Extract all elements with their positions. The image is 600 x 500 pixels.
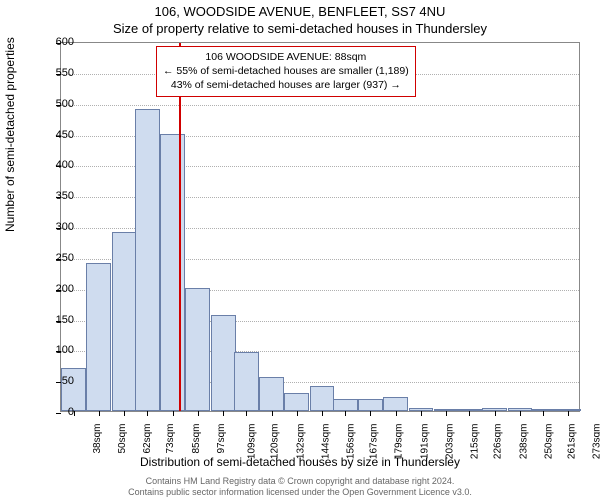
xtick-label: 85sqm	[191, 424, 202, 454]
xtick-label: 132sqm	[295, 424, 306, 460]
ytick-label: 0	[44, 406, 74, 418]
xtick-label: 238sqm	[518, 424, 529, 460]
xtick-label: 215sqm	[470, 424, 481, 460]
xtick-mark	[272, 411, 273, 416]
bar	[358, 399, 383, 411]
xtick-label: 226sqm	[493, 424, 504, 460]
xtick-mark	[370, 411, 371, 416]
footer-license: Contains public sector information licen…	[128, 487, 472, 497]
xtick-label: 250sqm	[544, 424, 555, 460]
ytick-label: 200	[44, 283, 74, 295]
xtick-mark	[223, 411, 224, 416]
marker-line	[179, 43, 181, 411]
plot-rect: 106 WOODSIDE AVENUE: 88sqm ← 55% of semi-…	[60, 42, 580, 412]
xtick-mark	[396, 411, 397, 416]
xtick-label: 261sqm	[567, 424, 578, 460]
bar	[86, 263, 111, 411]
xtick-label: 62sqm	[142, 424, 153, 454]
chart-container: 106, WOODSIDE AVENUE, BENFLEET, SS7 4NU …	[0, 0, 600, 500]
bar	[259, 377, 284, 411]
xtick-mark	[198, 411, 199, 416]
xtick-mark	[322, 411, 323, 416]
ytick-label: 50	[44, 375, 74, 387]
ytick-label: 400	[44, 159, 74, 171]
bar	[284, 393, 309, 412]
ytick-label: 100	[44, 344, 74, 356]
info-line1: 106 WOODSIDE AVENUE: 88sqm	[205, 51, 366, 63]
xtick-label: 203sqm	[445, 424, 456, 460]
xtick-mark	[543, 411, 544, 416]
xtick-mark	[345, 411, 346, 416]
xtick-mark	[246, 411, 247, 416]
bar	[234, 352, 259, 411]
xtick-label: 109sqm	[247, 424, 258, 460]
title-description: Size of property relative to semi-detach…	[113, 21, 487, 36]
ytick-label: 550	[44, 67, 74, 79]
bar	[185, 288, 210, 411]
ytick-label: 250	[44, 252, 74, 264]
ytick-label: 150	[44, 314, 74, 326]
gridline	[61, 105, 579, 106]
bar	[333, 399, 358, 411]
bar	[211, 315, 236, 411]
xtick-mark	[446, 411, 447, 416]
ytick-label: 300	[44, 221, 74, 233]
xtick-label: 179sqm	[394, 424, 405, 460]
xtick-label: 97sqm	[216, 424, 227, 454]
xtick-mark	[421, 411, 422, 416]
xtick-label: 144sqm	[320, 424, 331, 460]
xtick-label: 156sqm	[346, 424, 357, 460]
xtick-mark	[568, 411, 569, 416]
xtick-mark	[469, 411, 470, 416]
xtick-mark	[99, 411, 100, 416]
footer-copyright: Contains HM Land Registry data © Crown c…	[146, 476, 455, 486]
xtick-label: 273sqm	[592, 424, 600, 460]
xtick-label: 191sqm	[419, 424, 430, 460]
bar	[135, 109, 160, 411]
xtick-label: 38sqm	[92, 424, 103, 454]
info-line3: 43% of semi-detached houses are larger (…	[171, 79, 401, 91]
xtick-label: 120sqm	[270, 424, 281, 460]
y-axis-label: Number of semi-detached properties	[3, 37, 17, 232]
info-box: 106 WOODSIDE AVENUE: 88sqm ← 55% of semi-…	[156, 46, 416, 97]
xtick-label: 167sqm	[369, 424, 380, 460]
xtick-label: 50sqm	[117, 424, 128, 454]
xtick-label: 73sqm	[165, 424, 176, 454]
chart-title: 106, WOODSIDE AVENUE, BENFLEET, SS7 4NU …	[0, 0, 600, 38]
bar	[112, 232, 137, 411]
bar	[383, 397, 408, 411]
ytick-label: 600	[44, 36, 74, 48]
xtick-mark	[147, 411, 148, 416]
info-line2: ← 55% of semi-detached houses are smalle…	[163, 65, 409, 77]
ytick-label: 350	[44, 190, 74, 202]
xtick-mark	[520, 411, 521, 416]
xtick-mark	[124, 411, 125, 416]
ytick-label: 500	[44, 98, 74, 110]
xtick-mark	[495, 411, 496, 416]
xtick-mark	[173, 411, 174, 416]
bar	[310, 386, 335, 411]
footer: Contains HM Land Registry data © Crown c…	[0, 476, 600, 499]
title-address: 106, WOODSIDE AVENUE, BENFLEET, SS7 4NU	[155, 4, 446, 19]
xtick-mark	[297, 411, 298, 416]
bar	[160, 134, 185, 412]
plot-area: 106 WOODSIDE AVENUE: 88sqm ← 55% of semi-…	[60, 42, 580, 412]
ytick-label: 450	[44, 129, 74, 141]
